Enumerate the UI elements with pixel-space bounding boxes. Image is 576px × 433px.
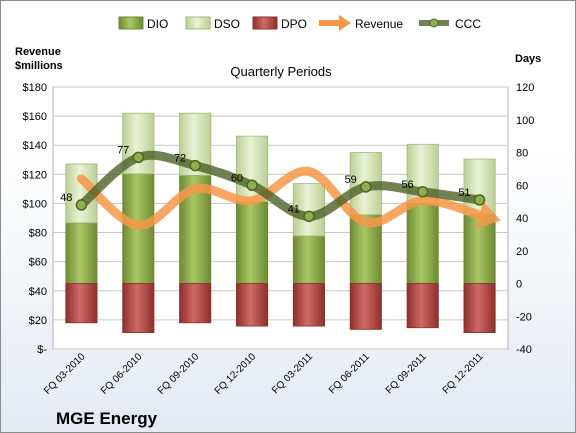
bar-dio xyxy=(406,202,439,284)
bar-dpo xyxy=(179,283,212,324)
ccc-data-label: 51 xyxy=(458,187,470,199)
ccc-marker xyxy=(360,181,372,193)
bar-dpo xyxy=(463,283,496,334)
bar-dpo xyxy=(236,283,269,327)
bar-dio xyxy=(65,222,98,284)
left-axis-label-line2: $millions xyxy=(15,60,63,72)
chart-title: Quarterly Periods xyxy=(230,64,332,79)
ccc-marker xyxy=(132,151,145,164)
category-label: FQ 06-2010 xyxy=(99,351,145,397)
left-tick-label: $120 xyxy=(23,169,47,181)
bar-dio xyxy=(236,201,269,284)
right-tick-label: 120 xyxy=(516,82,534,94)
left-tick-label: $160 xyxy=(23,111,47,123)
legend-swatch-dio xyxy=(118,16,144,30)
category-label: FQ 03-2011 xyxy=(270,351,315,396)
ccc-marker xyxy=(303,210,315,223)
ccc-marker xyxy=(246,179,258,191)
left-tick-label: $60 xyxy=(29,257,47,269)
ccc-marker xyxy=(416,186,429,198)
ccc-data-label: 77 xyxy=(117,144,129,156)
company-name: MGE Energy xyxy=(56,409,158,428)
ccc-data-label: 48 xyxy=(60,192,72,204)
category-label: FQ 09-2011 xyxy=(384,351,429,396)
right-tick-label: -40 xyxy=(516,344,532,356)
bar-dpo xyxy=(292,283,325,327)
category-label: FQ 06-2011 xyxy=(327,351,372,396)
left-tick-label: $- xyxy=(37,344,47,356)
legend: DIO DSO DPO Revenue CCC xyxy=(118,15,481,31)
category-label: FQ 12-2010 xyxy=(213,351,259,397)
right-tick-label: 60 xyxy=(516,180,528,192)
category-label: FQ 12-2011 xyxy=(441,351,486,396)
legend-swatch-dso xyxy=(185,16,211,30)
ccc-marker xyxy=(473,194,486,206)
legend-label-dso: DSO xyxy=(214,17,240,31)
left-tick-label: $80 xyxy=(29,228,47,240)
ccc-data-label: 41 xyxy=(288,203,300,215)
legend-arrowhead xyxy=(339,15,351,31)
left-tick-label: $180 xyxy=(23,82,47,94)
legend-label-dio: DIO xyxy=(147,17,168,31)
left-tick-label: $100 xyxy=(23,198,47,210)
ccc-marker xyxy=(75,199,88,211)
left-tick-label: $140 xyxy=(23,140,47,152)
bar-dpo xyxy=(122,283,155,334)
legend-label-dpo: DPO xyxy=(281,17,307,31)
ccc-data-label: 56 xyxy=(401,179,413,191)
left-tick-label: $20 xyxy=(29,315,47,327)
lines-group: 48 77 72 60 41 59 56 51 xyxy=(60,144,501,230)
legend-label-ccc: CCC xyxy=(455,17,481,31)
bar-dpo xyxy=(349,283,382,330)
left-axis-label-line1: Revenue xyxy=(15,46,61,58)
right-axis-label: Days xyxy=(515,53,541,65)
ccc-data-label: 59 xyxy=(345,174,357,186)
right-tick-label: 100 xyxy=(516,115,534,127)
right-tick-label: 80 xyxy=(516,148,528,160)
revenue-line xyxy=(76,166,485,230)
ccc-data-label: 60 xyxy=(231,172,243,184)
right-tick-label: -20 xyxy=(516,311,532,323)
category-label: FQ 09-2010 xyxy=(156,351,202,397)
legend-label-revenue: Revenue xyxy=(355,17,403,31)
ccc-data-label: 72 xyxy=(174,153,186,165)
right-tick-label: 20 xyxy=(516,246,528,258)
legend-swatch-dpo xyxy=(252,16,278,30)
bar-dio xyxy=(292,235,325,284)
bar-dpo xyxy=(406,283,439,329)
ccc-marker xyxy=(189,159,201,172)
legend-marker xyxy=(429,18,439,28)
revenue-arrowhead xyxy=(475,201,501,230)
left-tick-label: $40 xyxy=(29,286,47,298)
right-tick-label: 40 xyxy=(516,213,528,225)
category-label: FQ 03-2010 xyxy=(42,351,88,397)
bar-dpo xyxy=(65,283,98,324)
right-tick-label: 0 xyxy=(516,279,522,291)
